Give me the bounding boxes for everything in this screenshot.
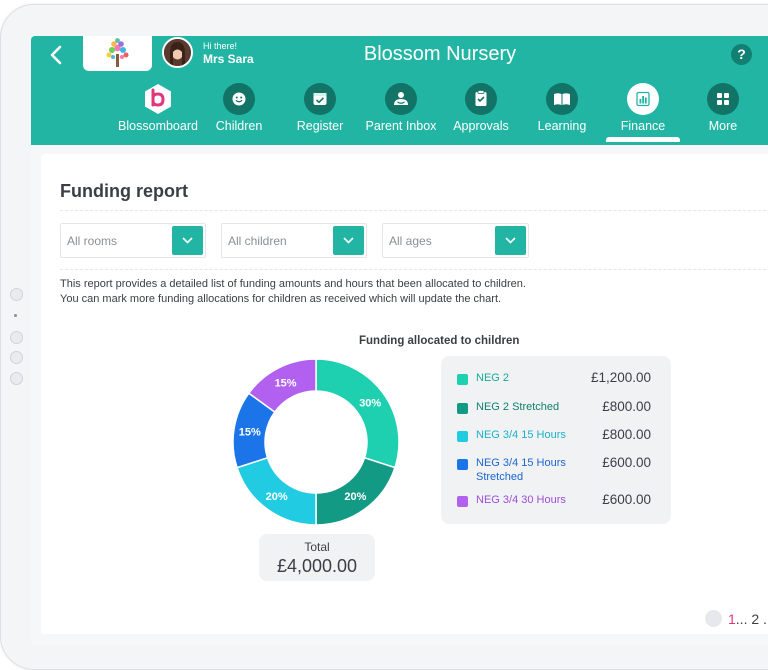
side-dot [14, 314, 17, 317]
slice-percent-label: 15% [275, 377, 297, 389]
nav-item-register[interactable]: Register [275, 83, 365, 133]
side-button [10, 351, 23, 364]
app-title: Blossom Nursery [363, 43, 517, 65]
report-card: Funding report All rooms All children Al… [41, 154, 768, 634]
back-arrow-icon[interactable] [45, 42, 69, 68]
content-area: Funding report All rooms All children Al… [31, 145, 768, 645]
pagination: 1... 2 . [705, 609, 767, 629]
ages-select[interactable]: All ages [382, 223, 529, 258]
legend-name: NEG 3/4 15 Hours Stretched [476, 457, 566, 483]
parent-inbox-icon [385, 83, 417, 115]
divider [60, 269, 768, 270]
legend-swatch [457, 374, 468, 385]
prev-page-icon[interactable] [705, 609, 722, 627]
donut-slice[interactable] [315, 358, 400, 469]
chevron-down-icon[interactable] [333, 226, 364, 255]
report-description: This report provides a detailed list of … [60, 277, 680, 307]
nav-item-finance[interactable]: Finance [598, 83, 688, 142]
side-button [10, 288, 23, 301]
clipboard-check-icon [465, 83, 497, 115]
app-header: Hi there! Mrs Sara Blossom Nursery ? Blo… [31, 36, 768, 145]
donut-slice[interactable] [247, 358, 317, 414]
page-title: Funding report [60, 181, 188, 201]
slice-percent-label: 30% [359, 398, 381, 410]
legend-swatch [457, 496, 468, 507]
divider [60, 210, 768, 211]
bar-chart-icon [627, 83, 659, 115]
help-button[interactable]: ? [731, 44, 752, 65]
nav-label: Register [296, 119, 344, 133]
children-select[interactable]: All children [221, 223, 367, 258]
nav-label: Blossomboard [118, 119, 198, 133]
chart-legend: NEG 2 £1,200.00 NEG 2 Stretched £800.00 … [441, 356, 671, 524]
nursery-logo [83, 36, 152, 71]
rooms-select[interactable]: All rooms [60, 223, 206, 258]
legend-amount: £600.00 [602, 492, 651, 507]
select-value: All rooms [67, 234, 118, 248]
legend-swatch [457, 403, 468, 414]
blossomboard-icon [142, 83, 174, 115]
total-label: Total [304, 540, 330, 554]
user-name: Mrs Sara [203, 52, 254, 66]
nav-item-more[interactable]: More [678, 83, 768, 133]
app-screen: Hi there! Mrs Sara Blossom Nursery ? Blo… [31, 36, 768, 645]
nav-item-learning[interactable]: Learning [517, 83, 607, 133]
side-button [10, 372, 23, 385]
nav-item-children[interactable]: Children [194, 83, 284, 133]
smiley-icon [223, 83, 255, 115]
legend-name: NEG 3/4 15 Hours [476, 429, 566, 441]
nav-label: Approvals [453, 119, 509, 133]
book-icon [546, 83, 578, 115]
slice-percent-label: 15% [239, 427, 261, 439]
legend-swatch [457, 431, 468, 442]
grid-icon [707, 83, 739, 115]
user-avatar[interactable] [162, 37, 193, 68]
legend-amount: £800.00 [602, 399, 651, 414]
funding-donut-chart: 30% 20% 20% 15% 15% [232, 358, 400, 526]
legend-amount: £800.00 [602, 427, 651, 442]
legend-name: NEG 3/4 30 Hours [476, 494, 566, 506]
select-value: All ages [389, 234, 432, 248]
legend-name: NEG 2 [476, 372, 510, 384]
legend-amount: £600.00 [602, 455, 651, 470]
description-line: This report provides a detailed list of … [60, 278, 526, 290]
slice-percent-label: 20% [266, 491, 288, 503]
tablet-frame: Hi there! Mrs Sara Blossom Nursery ? Blo… [0, 4, 768, 670]
total-value: £4,000.00 [276, 556, 358, 576]
total-box: Total £4,000.00 [259, 534, 375, 581]
chevron-down-icon[interactable] [495, 226, 526, 255]
legend-swatch [457, 459, 468, 470]
legend-amount: £1,200.00 [590, 370, 651, 385]
nav-label: Children [215, 119, 263, 133]
nav-label: Finance [620, 119, 666, 133]
select-value: All children [228, 234, 287, 248]
slice-percent-label: 20% [344, 491, 366, 503]
nav-label: More [708, 119, 738, 133]
nav-label: Learning [537, 119, 587, 133]
nav-label: Parent Inbox [365, 119, 437, 133]
chevron-down-icon[interactable] [172, 226, 203, 255]
register-check-icon [304, 83, 336, 115]
side-button [10, 331, 23, 344]
nav-item-blossomboard[interactable]: Blossomboard [113, 83, 203, 133]
legend-name: NEG 2 Stretched [476, 401, 560, 413]
current-page[interactable]: 1 [728, 611, 736, 627]
page-links[interactable]: ... 2 . [735, 611, 767, 627]
description-line: You can mark more funding allocations fo… [60, 293, 502, 305]
chart-title: Funding allocated to children [359, 335, 520, 347]
greeting-text: Hi there! [203, 41, 238, 51]
nav-item-parent-inbox[interactable]: Parent Inbox [356, 83, 446, 133]
nav-item-approvals[interactable]: Approvals [436, 83, 526, 133]
